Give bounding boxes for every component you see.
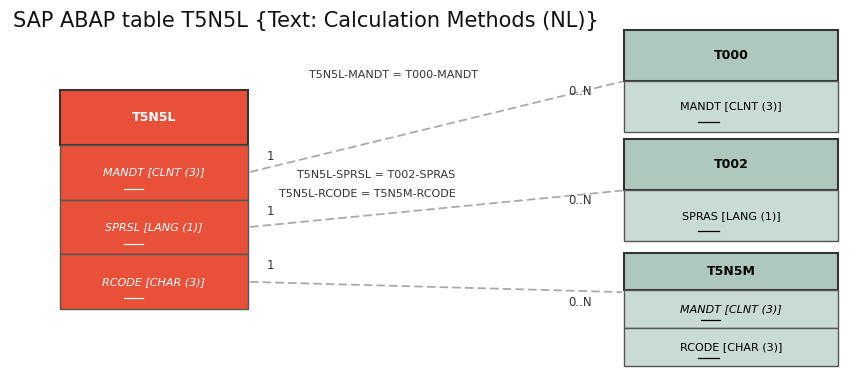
Text: 1: 1 xyxy=(267,150,274,163)
Text: T5N5M: T5N5M xyxy=(706,265,756,278)
Text: SPRAS [LANG (1)]: SPRAS [LANG (1)] xyxy=(681,211,781,221)
Text: RCODE [CHAR (3)]: RCODE [CHAR (3)] xyxy=(103,277,205,287)
Text: T000: T000 xyxy=(714,49,748,62)
FancyBboxPatch shape xyxy=(624,290,838,328)
Text: 0..N: 0..N xyxy=(569,85,593,98)
Text: SAP ABAP table T5N5L {Text: Calculation Methods (NL)}: SAP ABAP table T5N5L {Text: Calculation … xyxy=(13,11,598,31)
Text: 1: 1 xyxy=(267,259,274,272)
FancyBboxPatch shape xyxy=(60,200,248,254)
Text: T5N5L-SPRSL = T002-SPRAS: T5N5L-SPRSL = T002-SPRAS xyxy=(297,170,456,180)
Text: MANDT [CLNT (3)]: MANDT [CLNT (3)] xyxy=(681,101,781,112)
Text: T5N5L-MANDT = T000-MANDT: T5N5L-MANDT = T000-MANDT xyxy=(309,70,478,80)
Text: 1: 1 xyxy=(267,205,274,218)
Text: 0..N: 0..N xyxy=(569,296,593,309)
Text: T002: T002 xyxy=(714,158,748,172)
Text: SPRSL [LANG (1)]: SPRSL [LANG (1)] xyxy=(105,222,203,232)
FancyBboxPatch shape xyxy=(624,328,838,366)
Text: MANDT [CLNT (3)]: MANDT [CLNT (3)] xyxy=(103,167,205,178)
FancyBboxPatch shape xyxy=(624,30,838,81)
Text: T5N5L-RCODE = T5N5M-RCODE: T5N5L-RCODE = T5N5M-RCODE xyxy=(280,189,456,199)
FancyBboxPatch shape xyxy=(60,145,248,200)
Text: 0..N: 0..N xyxy=(569,194,593,207)
FancyBboxPatch shape xyxy=(624,253,838,290)
FancyBboxPatch shape xyxy=(624,81,838,132)
FancyBboxPatch shape xyxy=(60,90,248,145)
FancyBboxPatch shape xyxy=(624,139,838,190)
FancyBboxPatch shape xyxy=(624,190,838,241)
Text: T5N5L: T5N5L xyxy=(132,111,176,124)
Text: RCODE [CHAR (3)]: RCODE [CHAR (3)] xyxy=(680,342,782,352)
Text: MANDT [CLNT (3)]: MANDT [CLNT (3)] xyxy=(680,304,782,314)
FancyBboxPatch shape xyxy=(60,254,248,309)
